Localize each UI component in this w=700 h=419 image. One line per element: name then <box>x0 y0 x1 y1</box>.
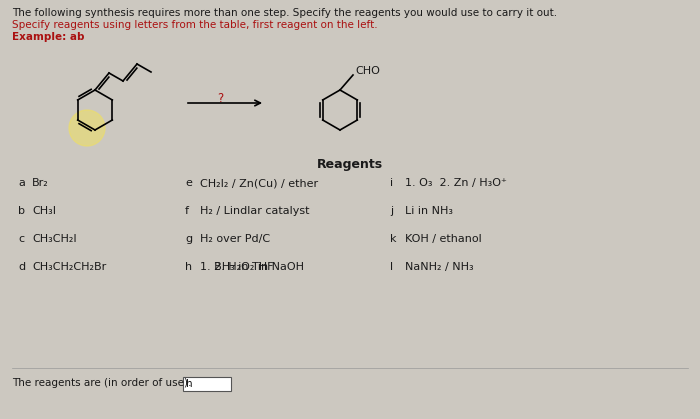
Text: ?: ? <box>217 92 223 105</box>
Text: g: g <box>185 234 192 244</box>
Text: f: f <box>185 206 189 216</box>
Text: e: e <box>185 178 192 188</box>
Text: CHO: CHO <box>355 66 380 76</box>
Text: i: i <box>390 178 393 188</box>
Text: H₂ over Pd/C: H₂ over Pd/C <box>200 234 270 244</box>
Text: The following synthesis requires more than one step. Specify the reagents you wo: The following synthesis requires more th… <box>12 8 557 18</box>
Text: CH₃I: CH₃I <box>32 206 56 216</box>
Text: Br₂: Br₂ <box>32 178 49 188</box>
Text: l: l <box>390 262 393 272</box>
Text: 1. BH₃ in THF: 1. BH₃ in THF <box>200 262 274 272</box>
Text: Reagents: Reagents <box>317 158 383 171</box>
Text: j: j <box>390 206 393 216</box>
Text: CH₃CH₂I: CH₃CH₂I <box>32 234 76 244</box>
Text: d: d <box>18 262 25 272</box>
Text: b: b <box>18 206 25 216</box>
Text: c: c <box>18 234 24 244</box>
Circle shape <box>69 110 105 146</box>
Text: The reagents are (in order of use):: The reagents are (in order of use): <box>12 378 192 388</box>
Text: H₂ / Lindlar catalyst: H₂ / Lindlar catalyst <box>200 206 309 216</box>
Text: 2. H₂O₂ in NaOH: 2. H₂O₂ in NaOH <box>214 262 304 272</box>
Text: Example: ab: Example: ab <box>12 32 85 42</box>
Text: CH₂I₂ / Zn(Cu) / ether: CH₂I₂ / Zn(Cu) / ether <box>200 178 318 188</box>
Text: k: k <box>390 234 396 244</box>
Text: a: a <box>18 178 25 188</box>
Text: KOH / ethanol: KOH / ethanol <box>405 234 482 244</box>
Text: Li in NH₃: Li in NH₃ <box>405 206 453 216</box>
Text: NaNH₂ / NH₃: NaNH₂ / NH₃ <box>405 262 474 272</box>
Text: h: h <box>186 379 193 389</box>
Text: CH₃CH₂CH₂Br: CH₃CH₂CH₂Br <box>32 262 106 272</box>
Text: h: h <box>185 262 192 272</box>
Text: 1. O₃  2. Zn / H₃O⁺: 1. O₃ 2. Zn / H₃O⁺ <box>405 178 507 188</box>
Text: Specify reagents using letters from the table, first reagent on the left.: Specify reagents using letters from the … <box>12 20 377 30</box>
Bar <box>183 377 231 391</box>
